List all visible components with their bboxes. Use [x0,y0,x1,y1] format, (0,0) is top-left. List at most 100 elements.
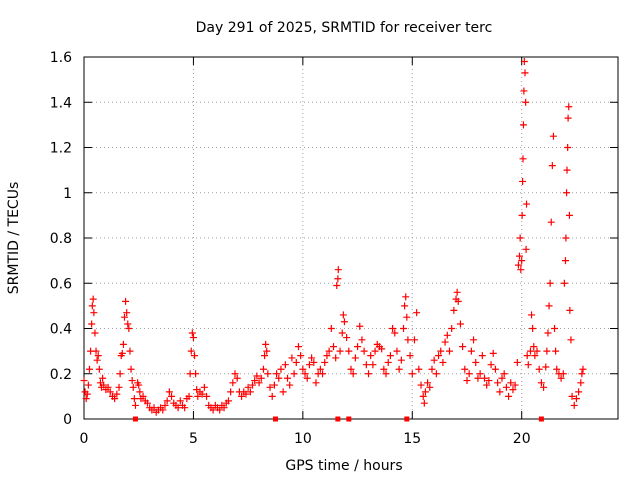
data-point [299,365,307,373]
data-point [523,200,531,208]
data-point [367,352,375,360]
data-point [84,381,92,389]
zero-marker [272,416,278,422]
y-tick-label: 1.2 [50,141,72,157]
data-point [351,354,359,362]
data-point [277,365,285,373]
data-point [329,343,337,351]
data-point [552,347,560,355]
data-point [400,325,408,332]
zero-marker [335,416,341,422]
data-point [450,306,458,314]
data-point [263,347,271,355]
data-point [572,395,580,403]
data-point [130,395,138,403]
data-point [358,336,366,344]
data-point [410,336,418,344]
data-point [430,356,438,364]
data-point [227,388,235,396]
data-point [189,334,197,342]
data-point [544,329,552,337]
x-axis-label: GPS time / hours [285,458,402,474]
data-point [560,279,568,287]
data-point [113,390,121,398]
data-point [419,392,427,400]
data-point [518,257,526,265]
data-point [467,347,475,355]
x-tick-label: 0 [80,431,89,447]
y-tick-label: 1 [63,186,72,202]
data-point [463,377,471,385]
data-point [203,392,211,400]
zero-marker [538,416,544,422]
chart-title: Day 291 of 2025, SRMTID for receiver ter… [196,20,493,36]
data-point [181,404,189,412]
data-point [420,399,428,407]
data-point [470,336,478,344]
data-point [136,388,144,396]
data-point [92,347,100,355]
data-point [547,218,555,226]
data-point [528,311,536,319]
data-point [259,365,267,373]
data-point [308,354,316,362]
data-point [127,365,135,373]
data-point [334,266,342,274]
data-point [365,370,373,378]
data-point [321,358,329,366]
data-point [89,295,97,303]
data-point [526,347,534,355]
data-point [397,356,405,364]
data-point [505,392,513,400]
data-point [284,374,292,382]
data-point [124,320,132,328]
data-point [356,322,364,330]
data-point [333,282,341,290]
data-point [139,392,147,400]
data-point [150,404,158,412]
data-point [268,392,276,400]
data-point [187,347,195,355]
data-point [255,379,263,387]
data-point [568,392,576,400]
data-point [233,374,241,382]
data-point [262,340,270,348]
data-point [238,392,246,400]
x-tick-label: 10 [294,431,312,447]
y-tick-label: 0.6 [50,276,72,292]
data-point [426,383,434,391]
data-point [408,370,416,378]
data-point [496,388,504,396]
data-point [516,252,524,260]
data-point [143,399,151,407]
data-point [521,69,529,77]
x-tick-label: 20 [513,431,531,447]
data-point [518,211,526,219]
y-tick-label: 0.4 [50,322,72,338]
data-point [319,370,327,378]
data-point [404,336,412,344]
data-point [413,309,421,317]
data-point [305,361,313,369]
data-point [478,352,486,360]
data-point [266,383,274,391]
data-point [343,334,351,342]
data-point [354,343,362,351]
data-point [401,302,409,310]
data-point [456,320,464,328]
data-point [563,189,571,197]
data-point [424,379,432,387]
data-point [332,354,340,362]
data-point [104,383,112,391]
data-point [553,365,561,373]
data-point [369,361,377,369]
data-point [168,392,176,400]
data-point [198,390,206,398]
data-point [391,329,399,337]
data-point [188,329,196,337]
data-point [548,162,556,170]
data-point [474,374,482,382]
data-point [126,347,134,355]
data-point [191,352,199,360]
data-point [82,395,90,403]
